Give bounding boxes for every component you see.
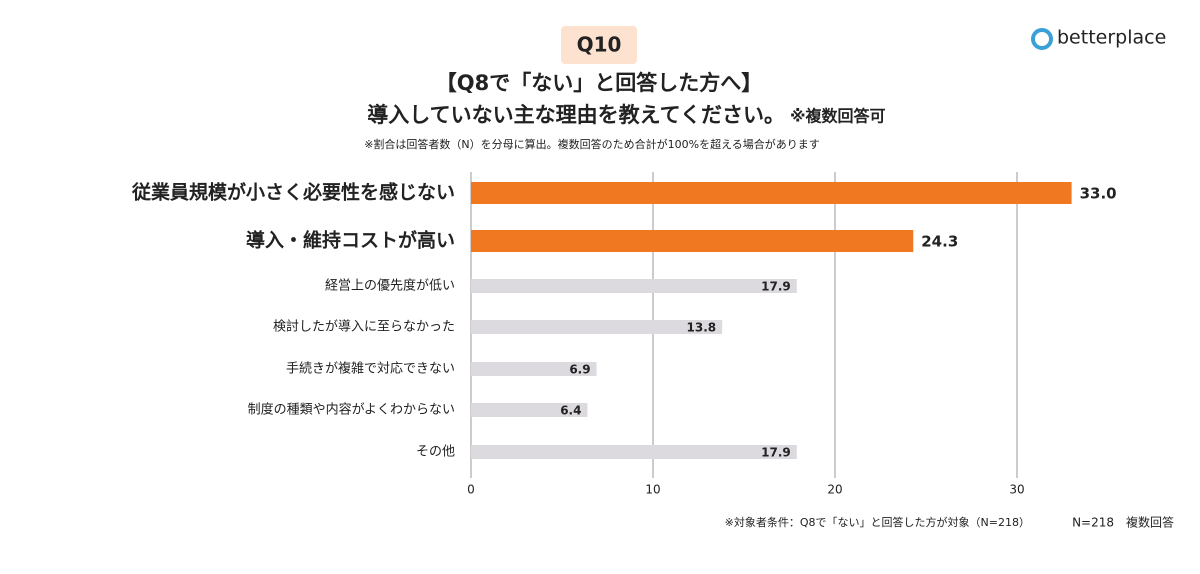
value-label: 17.9	[761, 446, 791, 460]
value-label: 17.9	[761, 280, 791, 294]
chart-title: 【Q8で「ない」と回答した方へ】	[436, 71, 762, 95]
x-tick-label: 20	[827, 483, 842, 497]
badge-bg	[561, 26, 637, 64]
badge: Q10	[577, 33, 622, 57]
footnote: ※対象者条件：Q8で「ない」と回答した方が対象（N=218）	[725, 515, 1030, 529]
x-tick-label: 10	[645, 483, 660, 497]
sample-size: N=218 複数回答	[1072, 515, 1174, 530]
logo-icon	[1031, 28, 1053, 50]
value-label: 33.0	[1080, 185, 1117, 203]
bar	[471, 403, 588, 417]
bar	[471, 445, 797, 459]
value-label: 6.4	[560, 404, 581, 418]
category-label: 手続きが複雑で対応できない	[286, 361, 455, 377]
category-label: 制度の種類や内容がよくわからない	[248, 402, 455, 418]
x-tick-label: 0	[467, 483, 475, 497]
bar	[471, 230, 914, 252]
note: ※割合は回答者数（N）を分母に算出。複数回答のため合計が100%を超える場合があ…	[364, 137, 820, 151]
value-label: 13.8	[687, 321, 717, 335]
category-label: 経営上の優先度が低い	[325, 278, 455, 294]
value-label: 6.9	[569, 363, 590, 377]
value-label: 24.3	[921, 233, 958, 251]
category-label: その他	[416, 445, 455, 460]
logo: betterplace	[1031, 27, 1166, 50]
logo-text: betterplace	[1057, 27, 1166, 49]
bar	[471, 320, 723, 334]
category-label: 検討したが導入に至らなかった	[273, 319, 455, 335]
category-label: 従業員規模が小さく必要性を感じない	[131, 181, 455, 204]
category-label: 導入・維持コストが高い	[246, 229, 455, 252]
bar	[471, 279, 797, 293]
x-tick-label: 30	[1009, 483, 1024, 497]
chart-subtitle: 導入していない主な理由を教えてください。	[367, 103, 785, 127]
bar	[471, 182, 1072, 204]
bar	[471, 362, 597, 376]
subtitle-note: ※複数回答可	[790, 107, 886, 126]
